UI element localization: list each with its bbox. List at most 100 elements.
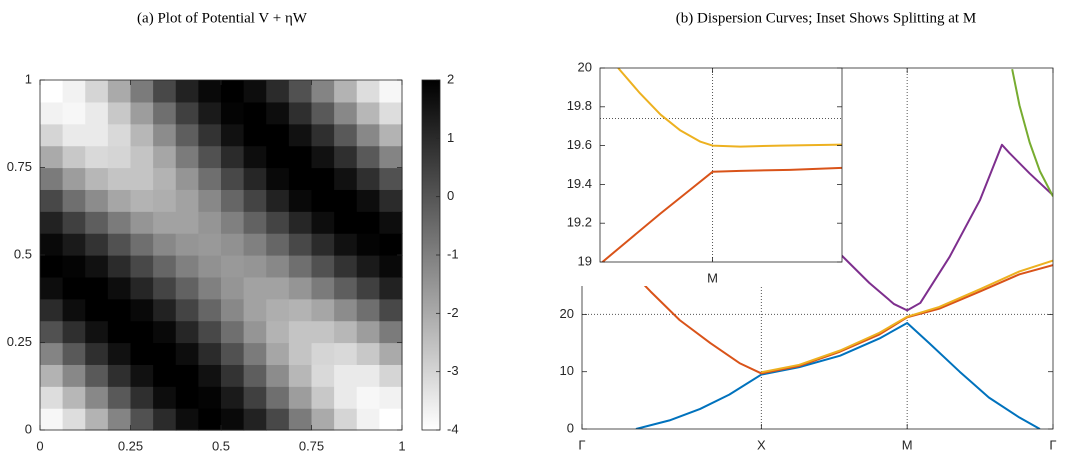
heatmap-cell bbox=[243, 167, 267, 190]
heatmap-cell bbox=[175, 408, 199, 431]
heatmap-cell bbox=[221, 255, 245, 278]
heatmap-cell bbox=[356, 255, 380, 278]
heatmap-cell bbox=[198, 255, 222, 278]
heatmap-cell bbox=[62, 233, 86, 256]
heatmap-cell bbox=[85, 255, 109, 278]
chart-title: (b) Dispersion Curves; Inset Shows Split… bbox=[676, 10, 976, 26]
heatmap-cell bbox=[62, 101, 86, 125]
heatmap-cell bbox=[130, 364, 154, 387]
heatmap-cell bbox=[153, 189, 177, 212]
heatmap-cell bbox=[221, 167, 245, 190]
heatmap-cell bbox=[153, 101, 177, 125]
heatmap-cell bbox=[153, 298, 177, 322]
heatmap-cell bbox=[130, 298, 154, 322]
heatmap-cell bbox=[334, 408, 358, 431]
heatmap-cell bbox=[153, 145, 177, 169]
heatmap-cell bbox=[288, 255, 313, 278]
heatmap-cell bbox=[311, 364, 335, 387]
heatmap-cell bbox=[334, 233, 358, 256]
heatmap-cell bbox=[243, 123, 267, 147]
heatmap-cell bbox=[175, 167, 199, 190]
heatmap-cell bbox=[221, 408, 245, 431]
plot-frame bbox=[599, 67, 843, 263]
heatmap-cell bbox=[40, 145, 64, 169]
heatmap-cell bbox=[311, 276, 335, 300]
heatmap-cell bbox=[153, 276, 177, 300]
heatmap-cell bbox=[153, 255, 177, 278]
heatmap-cell bbox=[153, 386, 177, 409]
heatmap-cell bbox=[266, 342, 290, 365]
heatmap-cell bbox=[198, 167, 222, 190]
heatmap-cell bbox=[379, 342, 403, 365]
heatmap-cell bbox=[334, 320, 358, 344]
heatmap-cell bbox=[311, 320, 335, 344]
y-tick-label: 19.4 bbox=[567, 176, 592, 191]
heatmap-cell bbox=[379, 189, 403, 212]
heatmap-cell bbox=[175, 189, 199, 212]
heatmap-cell bbox=[85, 80, 109, 103]
heatmap-cell bbox=[85, 342, 109, 365]
series-line bbox=[617, 68, 842, 148]
heatmap-cell bbox=[130, 123, 154, 147]
heatmap-cell bbox=[334, 145, 358, 169]
heatmap-cell bbox=[175, 255, 199, 278]
heatmap-cell bbox=[85, 364, 109, 387]
heatmap-cell bbox=[153, 320, 177, 344]
heatmap-cell bbox=[40, 255, 64, 278]
heatmap-cell bbox=[107, 101, 132, 125]
heatmap-cell bbox=[288, 276, 313, 300]
heatmap-cell bbox=[175, 298, 199, 322]
heatmap-cell bbox=[107, 167, 132, 190]
colorbar-tick-label: 1 bbox=[447, 130, 454, 145]
heatmap-cell bbox=[85, 189, 109, 212]
y-tick-label: 19.2 bbox=[567, 215, 592, 230]
heatmap-cell bbox=[198, 386, 222, 409]
heatmap-cell bbox=[130, 80, 154, 103]
y-tick-label: 0 bbox=[25, 421, 32, 436]
heatmap-cell bbox=[221, 364, 245, 387]
heatmap-cell bbox=[266, 386, 290, 409]
heatmap-cell bbox=[379, 233, 403, 256]
heatmap-cell bbox=[311, 255, 335, 278]
heatmap-cell bbox=[40, 408, 64, 431]
heatmap-cell bbox=[40, 276, 64, 300]
heatmap-cell bbox=[153, 123, 177, 147]
heatmap-cell bbox=[62, 255, 86, 278]
heatmap-cell bbox=[85, 145, 109, 169]
heatmap-cell bbox=[221, 320, 245, 344]
heatmap-cell bbox=[198, 211, 222, 234]
heatmap-cell bbox=[40, 101, 64, 125]
heatmap-cell bbox=[334, 211, 358, 234]
heatmap-cell bbox=[85, 298, 109, 322]
heatmap-cell bbox=[334, 386, 358, 409]
heatmap-cell bbox=[40, 233, 64, 256]
y-tick-label: 0 bbox=[567, 420, 574, 435]
heatmap-cell bbox=[243, 386, 267, 409]
heatmap-cell bbox=[288, 298, 313, 322]
heatmap-cell bbox=[198, 233, 222, 256]
heatmap-cell bbox=[356, 276, 380, 300]
heatmap-cell bbox=[62, 364, 86, 387]
heatmap-cell bbox=[288, 189, 313, 212]
y-tick-label: 0.5 bbox=[14, 246, 32, 261]
heatmap-cell bbox=[266, 145, 290, 169]
heatmap-cell bbox=[243, 145, 267, 169]
heatmap-cell bbox=[311, 145, 335, 169]
heatmap-cell bbox=[85, 167, 109, 190]
heatmap-cell bbox=[175, 233, 199, 256]
heatmap-cell bbox=[311, 80, 335, 103]
heatmap-cell bbox=[356, 342, 380, 365]
heatmap-cell bbox=[40, 80, 64, 103]
heatmap-cell bbox=[266, 233, 290, 256]
heatmap-cell bbox=[288, 145, 313, 169]
heatmap-cell bbox=[379, 101, 403, 125]
heatmap-cell bbox=[40, 167, 64, 190]
heatmap-cell bbox=[198, 342, 222, 365]
x-tick-label: Γ bbox=[578, 437, 585, 452]
heatmap-cell bbox=[379, 276, 403, 300]
heatmap-cell bbox=[130, 276, 154, 300]
heatmap-cell bbox=[175, 145, 199, 169]
heatmap-cell bbox=[107, 123, 132, 147]
